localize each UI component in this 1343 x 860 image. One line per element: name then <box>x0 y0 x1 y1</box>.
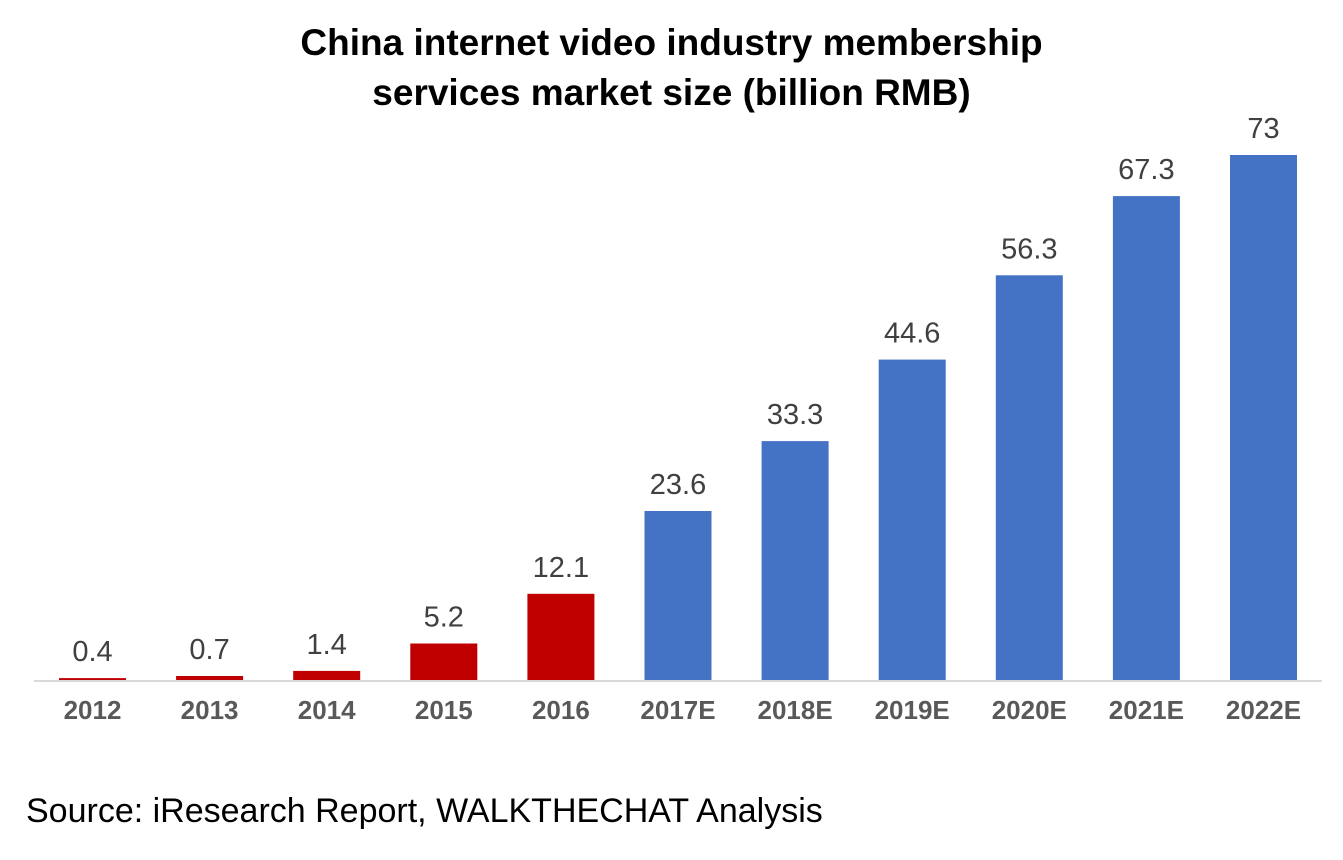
x-tick-label-2016: 2016 <box>532 695 590 725</box>
chart-title-line-1: China internet video industry membership <box>300 22 1043 63</box>
x-tick-label-2013: 2013 <box>181 695 239 725</box>
x-tick-label-2014: 2014 <box>298 695 356 725</box>
data-label-2018E: 33.3 <box>767 399 823 431</box>
x-tick-label-2019E: 2019E <box>875 695 950 725</box>
bar-2022E <box>1230 155 1297 681</box>
x-tick-label-2015: 2015 <box>415 695 473 725</box>
chart-title: China internet video industry membership… <box>0 18 1343 118</box>
x-tick-label-2017E: 2017E <box>640 695 715 725</box>
x-tick-label-2022E: 2022E <box>1226 695 1301 725</box>
bar-2017E <box>644 511 712 681</box>
data-label-2016: 12.1 <box>533 552 589 584</box>
bar-2012 <box>59 678 126 681</box>
bar-2021E <box>1112 196 1180 681</box>
x-tick-label-2020E: 2020E <box>992 695 1067 725</box>
data-label-2022E: 73 <box>1247 113 1279 145</box>
data-label-2019E: 44.6 <box>884 318 940 350</box>
data-label-2020E: 56.3 <box>1001 233 1057 265</box>
data-label-2013: 0.7 <box>189 634 229 666</box>
data-label-2014: 1.4 <box>307 629 347 661</box>
data-label-2012: 0.4 <box>72 636 112 668</box>
bar-2020E <box>995 275 1063 681</box>
data-label-2015: 5.2 <box>424 602 464 634</box>
chart-title-line-2: services market size (billion RMB) <box>372 72 971 113</box>
x-tick-label-2018E: 2018E <box>758 695 833 725</box>
bar-2014 <box>293 670 361 681</box>
bar-2015 <box>410 643 478 681</box>
bar-2019E <box>878 359 946 681</box>
data-label-2021E: 67.3 <box>1118 154 1174 186</box>
bar-2013 <box>176 676 244 681</box>
source-note: Source: iResearch Report, WALKTHECHAT An… <box>26 792 823 830</box>
bar-2018E <box>761 441 829 681</box>
x-tick-label-2021E: 2021E <box>1109 695 1184 725</box>
data-label-2017E: 23.6 <box>650 469 706 501</box>
x-tick-label-2012: 2012 <box>64 695 122 725</box>
bar-2016 <box>527 593 595 681</box>
